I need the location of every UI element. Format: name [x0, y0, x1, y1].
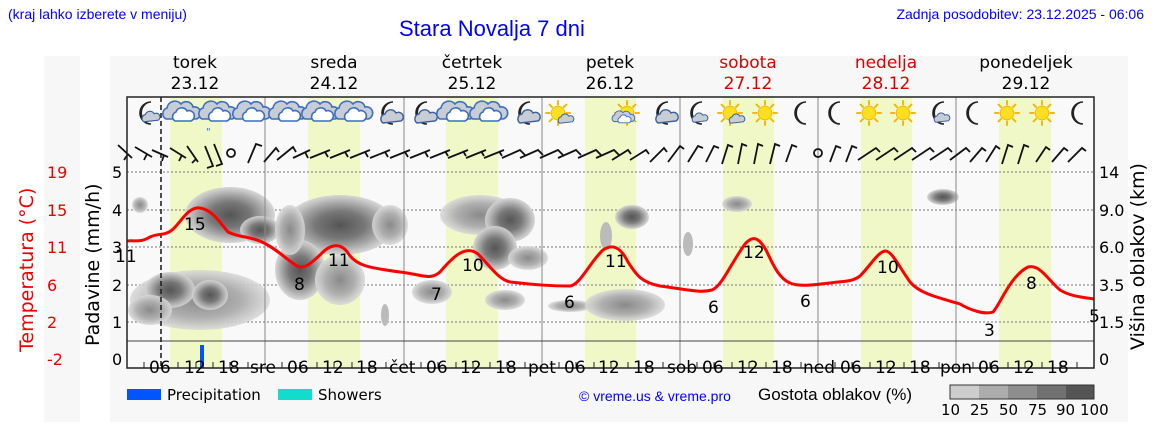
x-tick: pet [528, 358, 556, 378]
x-tick: 12 [737, 358, 759, 378]
precip-tick: 1 [112, 313, 123, 332]
temp-label: 11 [605, 252, 627, 272]
x-tick: 06 [978, 358, 1000, 378]
legend-showers: Showers [318, 386, 382, 404]
temp-label: 11 [115, 247, 137, 267]
precip-tick: 0 [112, 350, 123, 369]
precip-tick: 2 [112, 276, 123, 295]
cloud-density-scale [949, 384, 1095, 400]
precipitation-swatch [127, 389, 161, 400]
x-tick: 18 [495, 358, 517, 378]
temp-label: 12 [743, 243, 765, 263]
copyright-link[interactable]: © vreme.us & vreme.pro [579, 388, 731, 404]
cloud-density-map [128, 187, 959, 330]
x-tick: 18 [218, 358, 240, 378]
cloud-tick: 6.0 [1099, 238, 1125, 257]
temp-label: 6 [800, 292, 811, 312]
temp-label: 3 [984, 321, 995, 341]
x-tick: 12 [460, 358, 482, 378]
precip-tick: 4 [112, 201, 123, 220]
temp-label: 10 [877, 258, 899, 278]
cloud-tick: 1.5 [1099, 313, 1125, 332]
temp-axis-panel [44, 56, 80, 422]
cloud-tick: 3.5 [1099, 276, 1125, 295]
x-tick: 12 [322, 358, 344, 378]
temperature-curve [126, 206, 1095, 315]
region-menu-hint[interactable]: (kraj lahko izberete v meniju) [8, 6, 187, 22]
x-tick: 18 [356, 358, 378, 378]
temp-label: 7 [431, 285, 442, 305]
day-header-petek: petek 26.12 [585, 53, 635, 94]
x-tick: 06 [426, 358, 448, 378]
temp-label: 8 [294, 275, 305, 295]
temp-label: 8 [1026, 274, 1037, 294]
temp-label: 11 [328, 251, 350, 271]
x-tick: 12 [1013, 358, 1035, 378]
x-tick: 18 [1047, 358, 1069, 378]
x-tick: ned [803, 358, 836, 378]
svg-text:": " [206, 127, 211, 138]
temp-tick: 19 [47, 163, 68, 182]
temp-tick: 6 [47, 276, 58, 295]
temp-tick: 11 [47, 238, 68, 257]
x-tick: 18 [633, 358, 655, 378]
day-header-cetrtek: četrtek 25.12 [441, 53, 503, 94]
density-tick: 25 [970, 401, 990, 419]
wind-barbs [117, 142, 1087, 169]
legend-precipitation: Precipitation [167, 386, 261, 404]
day-header-torek: torek 23.12 [170, 53, 220, 94]
density-tick: 10 [941, 401, 961, 419]
precip-tick: 5 [112, 163, 123, 182]
cloud-tick: 14 [1099, 163, 1120, 182]
x-tick: 18 [909, 358, 931, 378]
density-tick: 50 [999, 401, 1019, 419]
x-tick: 06 [702, 358, 724, 378]
cloud-tick: 9.0 [1099, 201, 1125, 220]
weather-icons: " [139, 99, 1084, 138]
temp-tick: -2 [47, 350, 63, 369]
x-tick: 12 [598, 358, 620, 378]
page-title: Stara Novalja 7 dni [399, 16, 585, 41]
showers-swatch [278, 389, 312, 400]
x-tick: 06 [287, 358, 309, 378]
x-tick: 06 [840, 358, 862, 378]
temp-tick: 15 [47, 201, 68, 220]
x-tick: 12 [184, 358, 206, 378]
x-tick: 18 [771, 358, 793, 378]
x-tick: sob [667, 358, 698, 378]
cloud-density-title: Gostota oblakov (%) [758, 385, 913, 404]
x-tick: 12 [875, 358, 897, 378]
temp-tick: 2 [47, 313, 58, 332]
precipitation-bar [200, 345, 204, 368]
density-tick: 75 [1028, 401, 1048, 419]
day-header-sobota: sobota 27.12 [719, 53, 777, 94]
density-tick: 90 [1056, 401, 1076, 419]
temp-label: 6 [708, 298, 719, 318]
x-tick: 06 [149, 358, 171, 378]
density-tick: 100 [1080, 401, 1109, 419]
precip-tick: 3 [112, 238, 123, 257]
day-header-nedelja: nedelja 28.12 [854, 53, 918, 94]
temp-label: 6 [564, 293, 575, 313]
cloud-tick: 0 [1099, 350, 1110, 369]
last-update: Zadnja posodobitev: 23.12.2025 - 06:06 [896, 6, 1144, 22]
x-tick: čet [389, 358, 416, 378]
x-tick: 06 [564, 358, 586, 378]
temp-label: 10 [462, 256, 484, 276]
temp-label: 15 [184, 215, 206, 235]
day-header-ponedeljek: ponedeljek 29.12 [979, 53, 1073, 94]
day-header-sreda: sreda 24.12 [309, 53, 359, 94]
x-tick: pon [940, 358, 972, 378]
x-tick: sre [250, 358, 276, 378]
